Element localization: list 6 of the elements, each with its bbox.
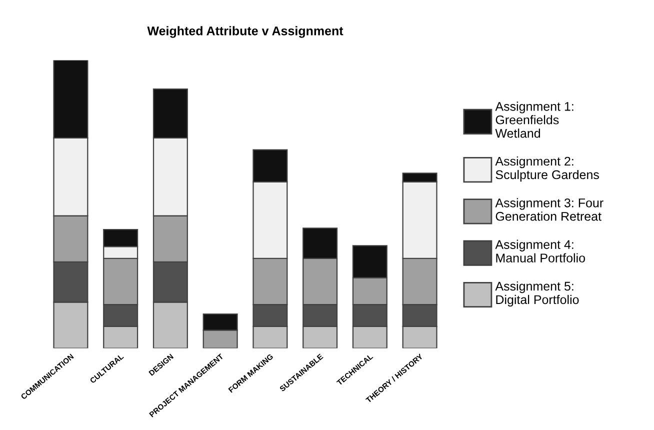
legend-label: Assignment 2: Sculpture Gardens xyxy=(495,156,599,182)
legend-label: Assignment 5: Digital Portfolio xyxy=(495,281,579,307)
legend-label: Assignment 4: Manual Portfolio xyxy=(495,240,585,262)
legend-label: Assignment 1: Greenfields Wetland xyxy=(495,102,574,138)
legend-label: Assignment 3: Four Generation Retreat xyxy=(495,198,604,221)
chart-title: Weighted Attribute v Assignment xyxy=(147,26,344,38)
